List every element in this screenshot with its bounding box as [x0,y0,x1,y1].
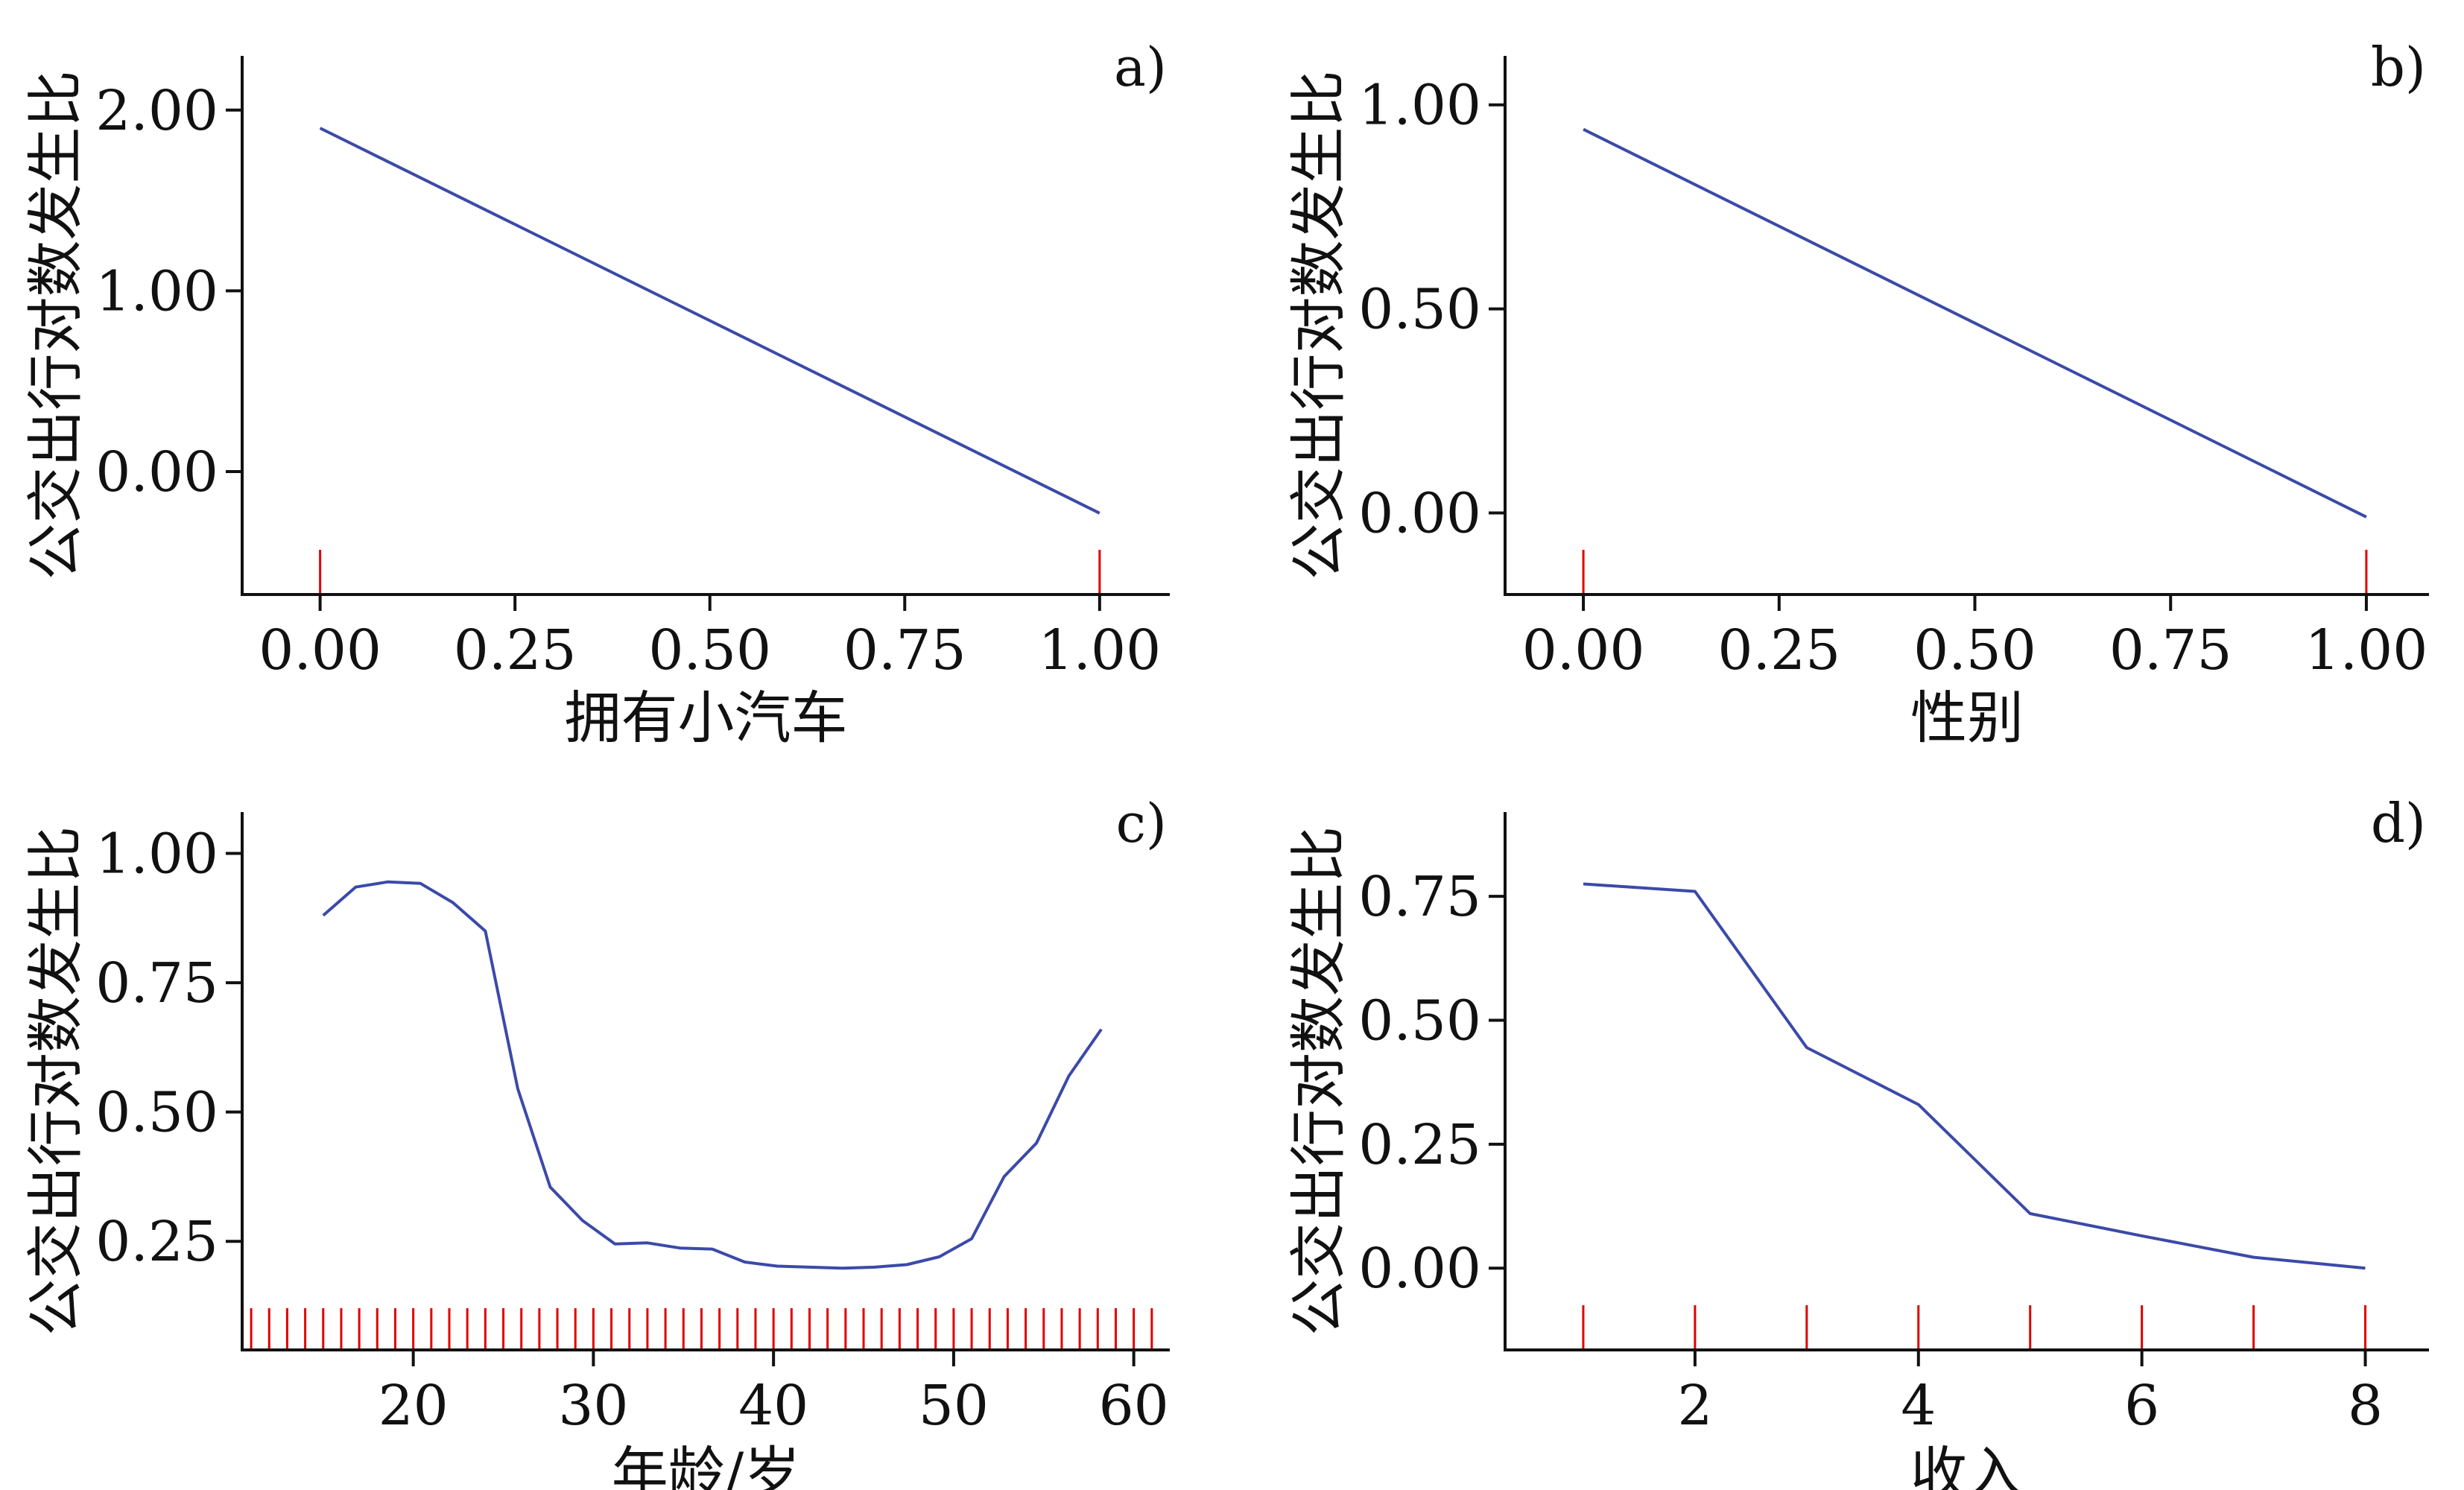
y-axis-title: 公交出行对数发生比 [22,71,89,580]
y-axis-title: 公交出行对数发生比 [1285,71,1352,580]
axis-spines [241,812,1170,1351]
x-tick-label: 0.00 [1522,618,1645,682]
panel-a: 0.00 1.00 2.00 0.00 0.25 0.50 0.75 1.00 a) 拥有小汽车 公… [22,36,1170,751]
x-axis-title: 收入 [1910,1440,2024,1490]
axis-spines [1504,812,2429,1351]
panel-b: 0.00 0.50 1.00 0.00 0.25 0.50 0.75 1.00 b) 性别 公交出行… [1285,36,2429,751]
panel-d: 0.00 0.25 0.50 0.75 2 4 6 8 d) 收入 公交出行对数发生比 [1285,792,2429,1490]
panel-label: d) [2371,792,2426,855]
y-tick-label: 0.75 [1358,865,1481,929]
x-tick-label: 50 [919,1374,989,1438]
y-tick-label: 0.00 [1358,1237,1481,1301]
x-tick-label: 40 [738,1374,808,1438]
y-tick-label: 0.25 [95,1210,218,1274]
x-tick-label: 0.75 [843,618,966,682]
x-tick-label: 0.00 [259,618,381,682]
x-axis-title: 年龄/岁 [612,1440,801,1490]
y-tick-label: 0.50 [95,1081,218,1145]
x-tick-label: 4 [1901,1374,1936,1438]
x-tick-label: 1.00 [1038,618,1161,682]
y-axis-title: 公交出行对数发生比 [22,826,89,1336]
x-tick-label: 30 [558,1374,628,1438]
x-tick-label: 0.25 [454,618,577,682]
x-axis-title: 性别 [1910,685,2024,751]
y-tick-label: 1.00 [95,822,218,887]
x-tick-label: 2 [1677,1374,1712,1438]
panel-label: b) [2371,36,2426,98]
series-line [1583,127,2367,519]
y-tick-label: 0.50 [1358,989,1481,1053]
x-tick-label: 0.50 [648,618,771,682]
x-tick-label: 0.25 [1717,618,1840,682]
y-tick-label: 0.25 [1358,1113,1481,1177]
panel-label: a) [1114,36,1167,98]
x-axis-title: 拥有小汽车 [565,685,848,751]
x-tick-label: 8 [2348,1374,2383,1438]
series-line [1583,882,2366,1270]
x-tick-label: 20 [379,1374,449,1438]
y-tick-label: 1.00 [1358,74,1481,138]
x-tick-label: 6 [2124,1374,2159,1438]
y-tick-label: 1.00 [95,259,218,323]
panel-c: 0.25 0.50 0.75 1.00 20 30 40 50 60 c) 年龄/岁 公交出行对数发生… [22,792,1170,1490]
y-tick-label: 0.00 [95,440,218,504]
y-tick-label: 2.00 [95,79,218,143]
x-tick-label: 0.75 [2109,618,2232,682]
y-axis-title: 公交出行对数发生比 [1285,826,1352,1336]
y-tick-label: 0.75 [95,951,218,1015]
series-line [319,127,1100,515]
x-tick-label: 0.50 [1913,618,2036,682]
x-tick-label: 60 [1099,1374,1169,1438]
axis-spines [241,56,1170,596]
x-tick-label: 1.00 [2305,618,2428,682]
y-tick-label: 0.50 [1358,278,1481,342]
series-line [322,880,1103,1270]
axis-spines [1504,56,2429,596]
panel-label: c) [1116,792,1167,855]
y-tick-label: 0.00 [1358,481,1481,545]
